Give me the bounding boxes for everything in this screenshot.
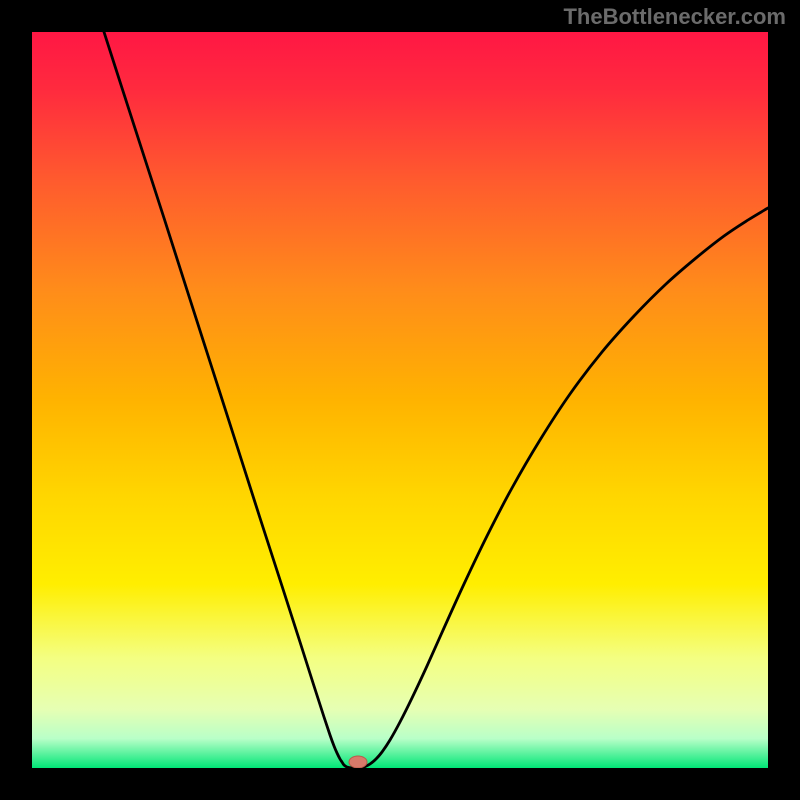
- optimal-point-marker: [349, 756, 367, 768]
- plot-svg: [32, 32, 768, 768]
- gradient-background: [32, 32, 768, 768]
- chart-container: TheBottlenecker.com: [0, 0, 800, 800]
- plot-area: [32, 32, 768, 768]
- watermark-text: TheBottlenecker.com: [563, 4, 786, 30]
